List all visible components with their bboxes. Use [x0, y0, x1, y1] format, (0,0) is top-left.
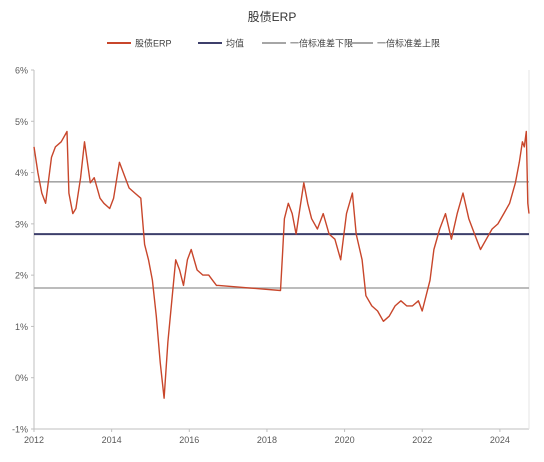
y-tick-label: 1% [15, 322, 28, 332]
legend-label: 均值 [226, 38, 244, 49]
x-tick-label: 2016 [179, 435, 199, 445]
y-tick-label: 2% [15, 271, 28, 281]
legend-label: 股债ERP [135, 38, 172, 49]
chart-title: 股债ERP [248, 10, 297, 24]
legend-label: 一倍标准差上限 [377, 38, 440, 49]
data-series [33, 130, 530, 399]
chart-legend: 股债ERP 均值 一倍标准差下限 一倍标准差上限 [107, 38, 440, 49]
x-tick-label: 2024 [490, 435, 510, 445]
series-line-erp [33, 130, 530, 399]
y-tick-label: 0% [15, 373, 28, 383]
x-tick-label: 2018 [257, 435, 277, 445]
chart-axes: -1% 0% 1% 2% 3% 4% 5% 6% 2012 2014 2016 2018 2020 202… [12, 66, 530, 445]
x-tick-label: 2022 [412, 435, 432, 445]
y-tick-label: -1% [12, 425, 28, 435]
y-tick-label: 6% [15, 66, 28, 76]
x-tick-label: 2012 [24, 435, 44, 445]
y-tick-label: 5% [15, 117, 28, 127]
legend-label: 一倍标准差下限 [290, 38, 353, 49]
y-tick-label: 3% [15, 219, 28, 229]
x-tick-label: 2020 [335, 435, 355, 445]
x-tick-label: 2014 [102, 435, 122, 445]
y-tick-label: 4% [15, 168, 28, 178]
